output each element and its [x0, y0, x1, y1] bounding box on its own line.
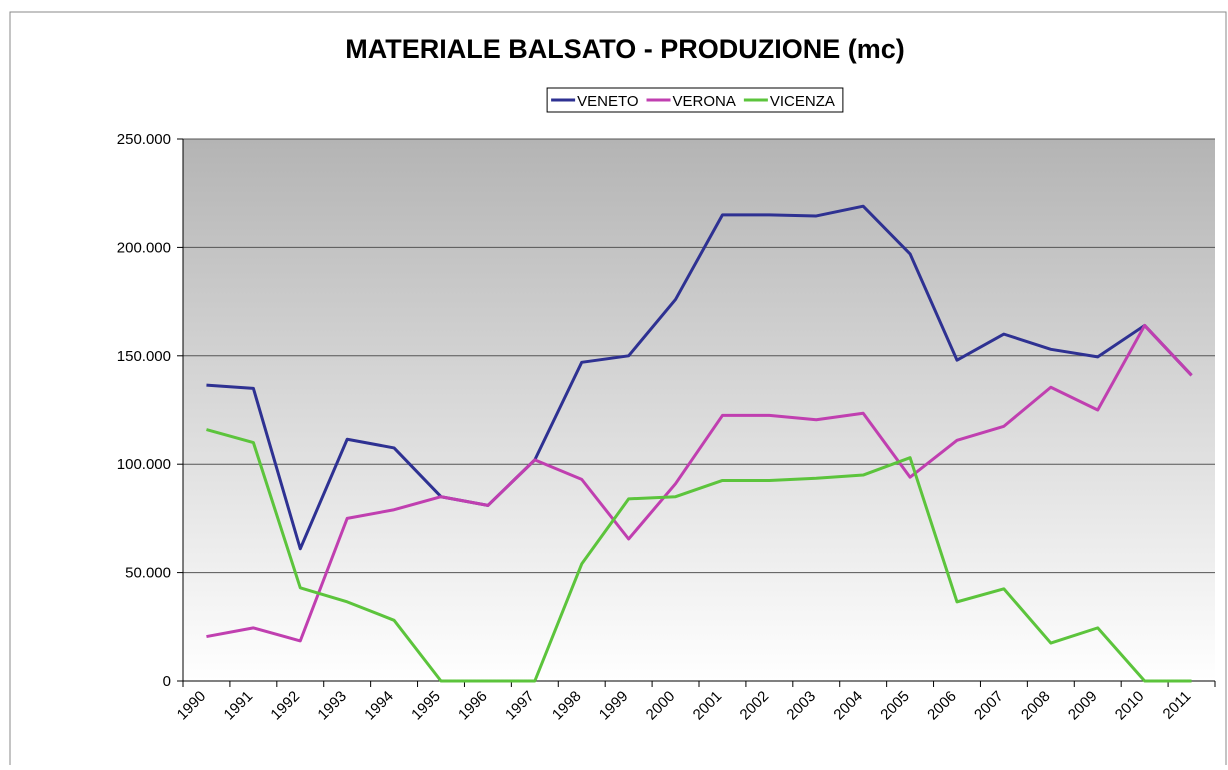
- x-tick-label: 1997: [502, 688, 538, 724]
- y-tick-label: 100.000: [117, 456, 171, 473]
- legend-item: VICENZA: [743, 93, 835, 110]
- x-tick-label: 2001: [690, 688, 726, 724]
- y-tick-label: 50.000: [125, 565, 171, 582]
- x-tick-label: 1994: [361, 688, 397, 724]
- legend: VENETO VERONA VICENZA: [546, 87, 844, 113]
- y-tick-label: 0: [163, 673, 171, 690]
- x-tick-label: 2008: [1018, 688, 1054, 724]
- x-tick-label: 2003: [783, 688, 819, 724]
- x-tick-label: 1993: [314, 688, 350, 724]
- x-tick-label: 1990: [174, 688, 210, 724]
- x-tick-label: 2005: [877, 688, 913, 724]
- series-line: [206, 428, 1192, 683]
- x-tick-label: 1991: [221, 688, 257, 724]
- y-tick-label: 200.000: [117, 239, 171, 256]
- x-tick-label: 1992: [267, 688, 303, 724]
- legend-label: VENETO: [577, 93, 638, 110]
- x-tick-label: 1995: [408, 688, 444, 724]
- plot-area: [183, 139, 1215, 681]
- x-tick-label: 2009: [1065, 688, 1101, 724]
- x-tick-label: 2010: [1112, 688, 1148, 724]
- y-tick-label: 150.000: [117, 348, 171, 365]
- x-tick-label: 2006: [924, 688, 960, 724]
- x-tick-label: 1996: [455, 688, 491, 724]
- legend-label: VERONA: [673, 93, 736, 110]
- legend-item: VERONA: [646, 93, 736, 110]
- x-tick-label: 2002: [737, 688, 773, 724]
- series-line: [206, 323, 1193, 643]
- x-tick-label: 2011: [1160, 688, 1195, 723]
- x-tick-label: 2000: [643, 688, 679, 724]
- y-tick-label: 250.000: [117, 131, 171, 148]
- x-tick-label: 2004: [830, 688, 866, 724]
- chart-title: MATERIALE BALSATO - PRODUZIONE (mc): [345, 34, 905, 64]
- x-tick-label: 1998: [549, 688, 585, 724]
- x-tick-label: 1999: [596, 688, 632, 724]
- series-line: [206, 204, 1193, 551]
- legend-box: [546, 87, 844, 113]
- x-tick-label: 2007: [971, 688, 1007, 724]
- frame: [9, 11, 1227, 770]
- legend-item: VENETO: [551, 93, 639, 110]
- legend-label: VICENZA: [770, 93, 835, 110]
